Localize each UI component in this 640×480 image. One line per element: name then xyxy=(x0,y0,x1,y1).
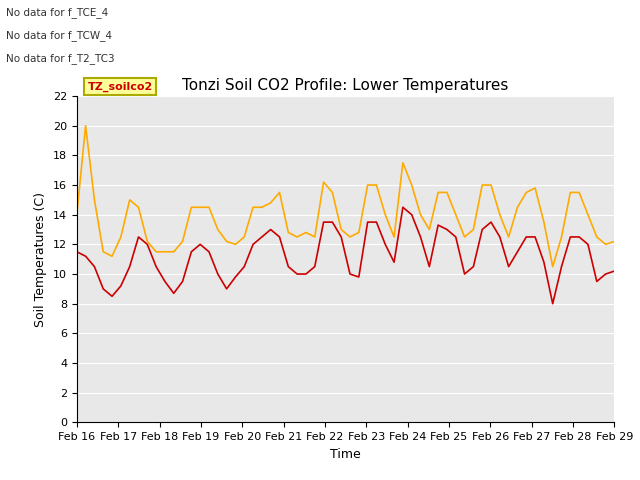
Text: TZ_soilco2: TZ_soilco2 xyxy=(88,82,153,92)
Text: No data for f_T2_TC3: No data for f_T2_TC3 xyxy=(6,53,115,64)
Text: No data for f_TCE_4: No data for f_TCE_4 xyxy=(6,7,109,18)
Y-axis label: Soil Temperatures (C): Soil Temperatures (C) xyxy=(35,192,47,327)
Title: Tonzi Soil CO2 Profile: Lower Temperatures: Tonzi Soil CO2 Profile: Lower Temperatur… xyxy=(182,78,509,94)
Text: No data for f_TCW_4: No data for f_TCW_4 xyxy=(6,30,113,41)
X-axis label: Time: Time xyxy=(330,448,361,461)
